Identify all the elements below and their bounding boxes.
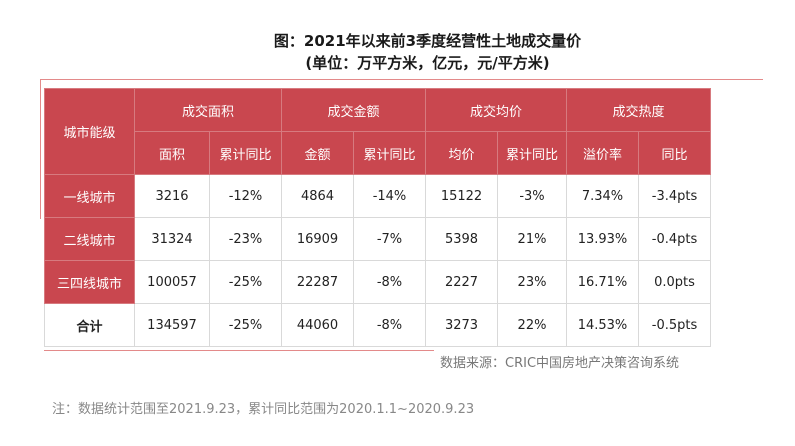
table-cell: -0.4pts [638,217,711,261]
data-source: 数据来源：CRIC中国房地产决策咨询系统 [440,356,680,371]
table-cell: -8% [353,303,426,347]
table-cell: 100057 [134,260,210,304]
sub-header: 面积 [134,131,210,175]
table-row: 三四线城市 100057 -25% 22287 -8% 2227 23% 16.… [44,260,711,304]
table-cell: 15122 [425,174,498,218]
table-cell: -3% [497,174,567,218]
table-cell: -8% [353,260,426,304]
row-header-total: 合计 [44,303,135,347]
table-cell: -23% [209,217,282,261]
table-cell: 134597 [134,303,210,347]
land-transaction-table: 城市能级 成交面积 成交金额 成交均价 成交热度 面积 累计同比 金额 累计同比… [44,88,711,347]
table-cell: 5398 [425,217,498,261]
table-cell: 7.34% [566,174,639,218]
table-cell: -7% [353,217,426,261]
table-cell: 22% [497,303,567,347]
table-cell: 14.53% [566,303,639,347]
table-cell: 16.71% [566,260,639,304]
table-cell: 21% [497,217,567,261]
table-cell: 13.93% [566,217,639,261]
sub-header: 同比 [638,131,711,175]
table-cell: -3.4pts [638,174,711,218]
row-header-tier3-4: 三四线城市 [44,260,135,304]
table-total-row: 合计 134597 -25% 44060 -8% 3273 22% 14.53%… [44,303,711,347]
table-sub-header-row: 面积 累计同比 金额 累计同比 均价 累计同比 溢价率 同比 [45,131,711,175]
table-cell: 22287 [281,260,354,304]
table-cell: 3216 [134,174,210,218]
sub-header: 累计同比 [209,131,282,175]
table-cell: -25% [209,260,282,304]
row-header-tier2: 二线城市 [44,217,135,261]
table-cell: -12% [209,174,282,218]
table-cell: -14% [353,174,426,218]
table-cell: 23% [497,260,567,304]
table-group-header-row: 城市能级 成交面积 成交金额 成交均价 成交热度 [44,88,711,175]
table-cell: 0.0pts [638,260,711,304]
group-header-amount: 成交金额 [281,88,426,132]
table-cell: -0.5pts [638,303,711,347]
table-row: 一线城市 3216 -12% 4864 -14% 15122 -3% 7.34%… [44,174,711,218]
group-header-heat: 成交热度 [566,88,711,132]
table-cell: 2227 [425,260,498,304]
corner-header: 城市能级 [44,88,135,175]
sub-header: 金额 [281,131,354,175]
footnote: 注：数据统计范围至2021.9.23，累计同比范围为2020.1.1~2020.… [52,402,475,417]
table-cell: 4864 [281,174,354,218]
table-cell: 44060 [281,303,354,347]
table-cell: 3273 [425,303,498,347]
bottom-accent-rule [44,350,434,351]
sub-header: 累计同比 [497,131,567,175]
left-accent-rule [40,79,41,219]
sub-header: 溢价率 [566,131,639,175]
group-header-price: 成交均价 [425,88,567,132]
group-header-area: 成交面积 [134,88,282,132]
title-line-1: 图：2021年以来前3季度经营性土地成交量价 [273,32,582,50]
table-cell: -25% [209,303,282,347]
page-title: 图：2021年以来前3季度经营性土地成交量价 (单位：万平方米，亿元，元/平方米… [0,30,795,74]
top-accent-rule [40,79,763,80]
sub-header: 累计同比 [353,131,426,175]
title-line-2-units: (单位：万平方米，亿元，元/平方米) [305,54,550,72]
table-row: 二线城市 31324 -23% 16909 -7% 5398 21% 13.93… [44,217,711,261]
table-cell: 16909 [281,217,354,261]
sub-header: 均价 [425,131,498,175]
row-header-tier1: 一线城市 [44,174,135,218]
table-cell: 31324 [134,217,210,261]
